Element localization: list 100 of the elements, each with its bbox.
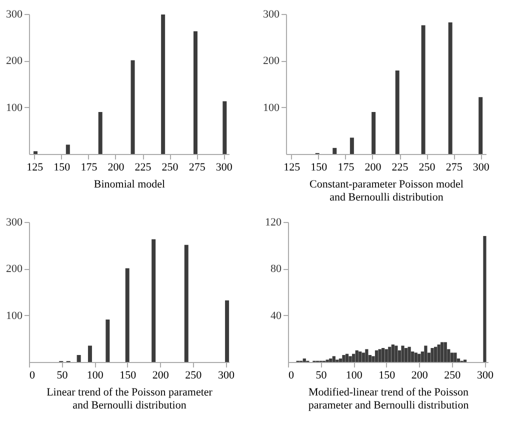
bar — [401, 346, 404, 362]
y-tick-label: 200 — [6, 263, 23, 276]
bar — [372, 112, 376, 154]
bar — [404, 348, 408, 362]
bar — [125, 268, 130, 362]
bar — [434, 346, 438, 362]
bar — [365, 349, 368, 362]
x-axis-title: Binomial model — [94, 178, 166, 190]
x-tick-label: 50 — [56, 370, 68, 382]
bar — [355, 350, 358, 362]
x-tick-label: 200 — [411, 370, 428, 382]
x-tick-label: 150 — [378, 370, 396, 382]
y-tick-label: 100 — [6, 310, 23, 322]
bar — [478, 97, 483, 154]
bar — [408, 346, 411, 362]
x-tick-label: 100 — [346, 370, 363, 382]
bar — [450, 352, 454, 362]
bar — [350, 138, 354, 154]
x-tick-label: 150 — [120, 370, 137, 382]
x-tick-label: 200 — [108, 162, 125, 174]
x-tick-label: 300 — [218, 370, 235, 382]
x-tick-label: 275 — [188, 162, 206, 174]
bar — [332, 148, 337, 154]
bar — [302, 358, 306, 362]
bar — [394, 346, 398, 362]
x-tick-label: 275 — [446, 162, 463, 174]
y-tick-label: 200 — [263, 55, 280, 68]
bar — [374, 350, 378, 362]
y-tick-label: 100 — [6, 102, 23, 114]
x-tick-label: 200 — [152, 370, 170, 382]
bar — [352, 354, 356, 362]
x-axis-title: Modified-linear trend of the Poisson parameter and Bernoulli distribution — [308, 386, 470, 412]
x-tick-label: 150 — [54, 162, 71, 174]
y-tick-label: 100 — [263, 102, 280, 114]
x-tick-label: 150 — [310, 162, 328, 174]
bar — [378, 349, 382, 362]
bar — [88, 346, 92, 362]
bar — [348, 356, 352, 362]
x-tick-label: 0 — [288, 370, 294, 382]
bar — [329, 358, 332, 362]
y-tick-label: 40 — [270, 310, 282, 322]
x-tick-label: 0 — [30, 370, 36, 382]
x-tick-label: 125 — [26, 162, 44, 174]
bar — [424, 346, 428, 362]
bar — [437, 344, 440, 362]
bar — [152, 239, 156, 362]
x-axis-title: Constant-parameter Poisson model and Bernoulli distribution — [310, 178, 464, 204]
bar — [161, 14, 166, 154]
bar — [33, 151, 38, 154]
x-tick-label: 300 — [476, 370, 494, 382]
bar — [483, 236, 486, 362]
bar — [66, 144, 70, 154]
bar — [395, 70, 400, 154]
bar — [345, 354, 349, 362]
bar — [440, 342, 444, 362]
x-tick-label: 100 — [86, 370, 104, 382]
x-tick-label: 125 — [284, 162, 301, 174]
x-tick-label: 50 — [316, 370, 328, 382]
x-tick-label: 250 — [418, 162, 436, 174]
bar — [444, 342, 447, 362]
bar — [332, 356, 336, 362]
x-tick-label: 175 — [80, 162, 98, 174]
bar — [342, 355, 346, 362]
bar — [106, 320, 110, 362]
bar — [382, 348, 385, 362]
bar — [388, 346, 392, 362]
bar — [421, 25, 426, 154]
x-tick-label: 200 — [364, 162, 382, 174]
x-tick-label: 300 — [472, 162, 490, 174]
bar — [418, 354, 421, 362]
bar — [391, 344, 394, 362]
y-tick-label: 300 — [263, 8, 280, 20]
x-axis-title: Linear trend of the Poisson parameter and Bernoulli distribution — [46, 386, 213, 412]
bar — [430, 348, 434, 362]
y-tick-label: 80 — [270, 263, 282, 276]
bar — [338, 358, 342, 362]
bar — [414, 352, 418, 362]
y-tick-label: 300 — [6, 216, 23, 228]
bar — [358, 352, 362, 362]
x-tick-label: 225 — [134, 162, 152, 174]
x-tick-label: 250 — [444, 370, 462, 382]
x-tick-label: 250 — [185, 370, 202, 382]
y-tick-label: 300 — [6, 8, 23, 20]
y-tick-label: 120 — [265, 216, 282, 228]
bar — [130, 60, 135, 154]
bar — [384, 349, 388, 362]
bar — [193, 31, 198, 154]
x-tick-label: 175 — [338, 162, 355, 174]
x-tick-label: 225 — [392, 162, 409, 174]
bar — [362, 352, 365, 362]
y-tick-label: 200 — [6, 55, 23, 68]
bar — [184, 244, 188, 362]
bar — [76, 355, 81, 362]
bar — [454, 352, 457, 362]
bar — [222, 101, 227, 154]
bar — [225, 300, 230, 362]
bar — [98, 112, 102, 154]
x-tick-label: 300 — [216, 162, 233, 174]
x-tick-label: 250 — [162, 162, 179, 174]
bar — [448, 22, 452, 154]
